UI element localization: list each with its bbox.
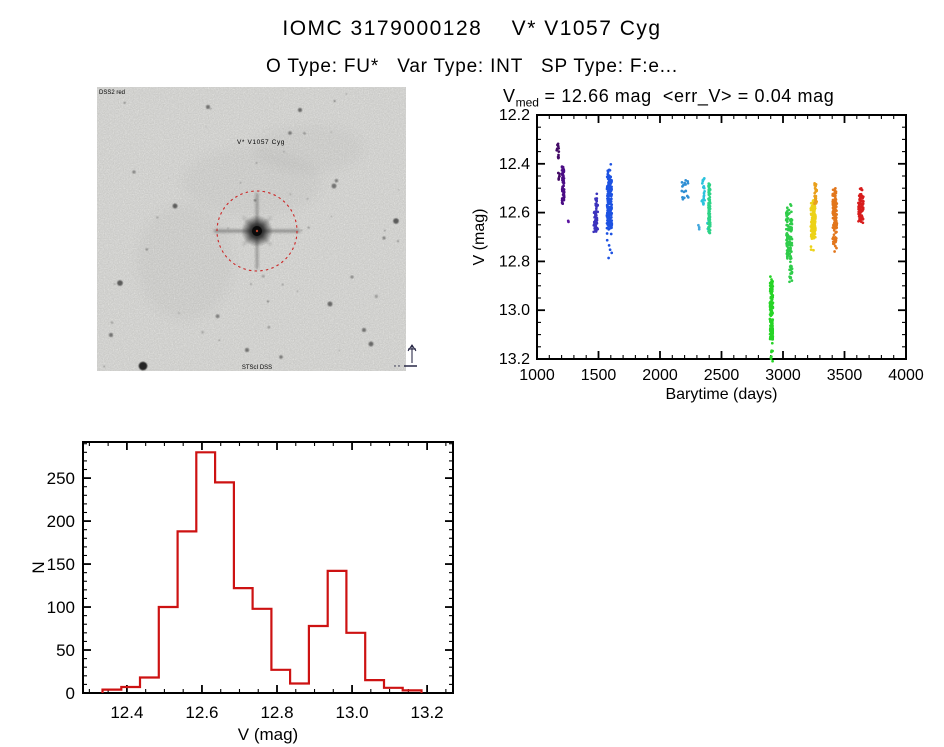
hist-x-tick-label: 13.0 [336, 703, 369, 722]
hist-x-tick-label: 12.6 [185, 703, 218, 722]
hist-y-tick-label: 100 [47, 598, 75, 617]
scatter-cluster-17 [831, 187, 839, 253]
vmed-symbol: V [503, 86, 516, 106]
scatter-cluster-1 [556, 171, 561, 181]
hist-y-tick-label: 150 [47, 555, 75, 574]
scatter-y-tick-label: 12.6 [499, 205, 530, 222]
hist-axes [82, 441, 454, 694]
hist-y-tick-label: 50 [56, 641, 75, 660]
nebulosity [137, 125, 364, 320]
scatter-cluster-3 [566, 219, 570, 224]
page-title: IOMC 3179000128 V* V1057 Cyg [282, 17, 662, 40]
hist-x-tick-label: 12.4 [110, 703, 143, 722]
scatter-cluster-11 [768, 275, 775, 363]
scatter-x-tick-label: 3000 [765, 367, 801, 384]
hist-x-tick-label: 13.2 [411, 703, 444, 722]
scatter-y-tick-label: 13.0 [499, 302, 530, 319]
scatter-cluster-7 [697, 223, 701, 231]
scatter-y-tick-label: 12.4 [499, 156, 530, 173]
scatter-cluster-15 [809, 198, 817, 252]
finder-chart-image: DSS2 red V* V1057 Cyg STScI DSS [97, 87, 417, 371]
scatter-cluster-16 [813, 181, 819, 205]
hist-y-axis-label: N [30, 561, 48, 573]
scatter-cluster-18 [857, 186, 865, 225]
scatter-y-tick-label: 13.2 [499, 351, 530, 368]
aperture-circle [216, 190, 298, 272]
scatter-cluster-6 [680, 179, 690, 201]
finder-credit-label: STScI DSS [242, 365, 272, 371]
scatter-cluster-8 [700, 177, 707, 206]
scatter-x-axis-label: Barytime (days) [665, 386, 777, 403]
scatter-x-tick-label: 2500 [704, 367, 740, 384]
finder-survey-label: DSS2 red [99, 90, 125, 96]
scatter-cluster-5 [605, 162, 614, 260]
scatter-x-tick-label: 1500 [581, 367, 617, 384]
vmed-subscript: med [515, 95, 539, 110]
compass-north-icon [394, 344, 417, 367]
scatter-x-tick-label: 3500 [827, 367, 863, 384]
magnitude-histogram: 12.4 12.6 12.8 13.0 13.2 0 50 100 150 200 250 V (ma… [30, 441, 454, 744]
star-field [103, 93, 400, 371]
target-star [214, 193, 300, 269]
scatter-x-tick-label: 2000 [642, 367, 678, 384]
hist-x-tick-label: 12.8 [260, 703, 293, 722]
scatter-y-tick-label: 12.8 [499, 253, 530, 270]
scatter-cluster-13 [788, 217, 794, 284]
scatter-cluster-12 [784, 211, 790, 260]
vmed-annotation: Vmed = 12.66 mag <err_V> = 0.04 mag [503, 86, 834, 110]
target-center-marker [255, 229, 259, 233]
scatter-y-axis-label: V (mag) [471, 209, 488, 266]
hist-y-tick-label: 0 [66, 684, 75, 703]
scatter-cluster-2 [560, 165, 566, 206]
scatter-y-tick-label: 12.2 [499, 107, 530, 124]
page-subtitle: O Type: FU* Var Type: INT SP Type: F:e..… [266, 56, 678, 77]
scatter-cluster-4 [592, 192, 600, 234]
scatter-x-tick-label: 4000 [888, 367, 924, 384]
hist-y-tick-label: 200 [47, 512, 75, 531]
lightcurve-scatter-plot: 1000 1500 2000 2500 3000 3500 4000 12.2 12.4 12.6… [471, 107, 924, 403]
hist-x-axis-label: V (mag) [238, 725, 298, 744]
scatter-cluster-10 [707, 182, 712, 235]
scatter-x-tick-label: 1000 [519, 367, 555, 384]
scatter-cluster-14 [785, 202, 793, 216]
hist-y-tick-label: 250 [47, 469, 75, 488]
finder-target-label: V* V1057 Cyg [237, 139, 285, 146]
scatter-axes [536, 114, 907, 360]
scatter-cluster-0 [555, 142, 561, 160]
vmed-value: = 12.66 mag <err_V> = 0.04 mag [538, 86, 835, 106]
hist-bars-outline [101, 451, 423, 693]
